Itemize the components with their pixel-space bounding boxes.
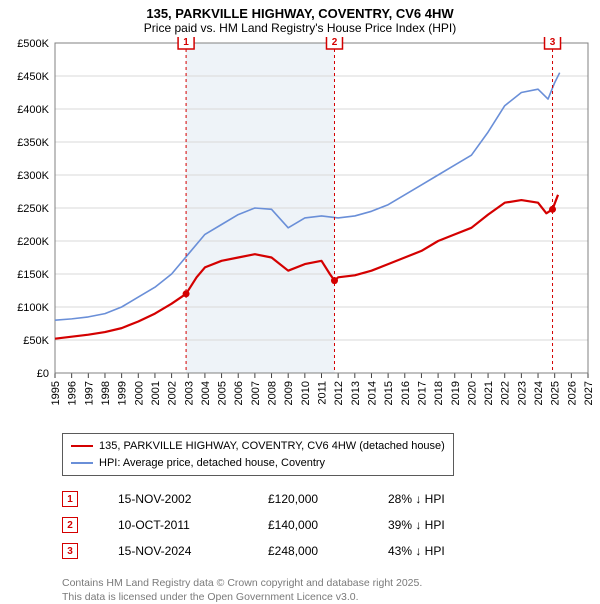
marker-row: 1 15-NOV-2002£120,00028% ↓ HPI — [62, 486, 600, 512]
legend: 135, PARKVILLE HIGHWAY, COVENTRY, CV6 4H… — [62, 433, 454, 476]
chart-svg: £0 £50K £100K £150K £200K £250K £300K £350K £400… — [0, 37, 600, 427]
svg-text:£500K: £500K — [17, 38, 49, 50]
legend-item: 135, PARKVILLE HIGHWAY, COVENTRY, CV6 4H… — [71, 438, 445, 455]
svg-text:2014: 2014 — [366, 381, 378, 405]
svg-text:3: 3 — [550, 37, 556, 48]
svg-text:2017: 2017 — [416, 381, 428, 405]
legend-swatch — [71, 445, 93, 447]
footer-line-2: This data is licensed under the Open Gov… — [62, 590, 600, 604]
marker-table: 1 15-NOV-2002£120,00028% ↓ HPI 2 10-OCT-201… — [62, 486, 600, 564]
legend-label: 135, PARKVILLE HIGHWAY, COVENTRY, CV6 4H… — [99, 438, 445, 455]
svg-text:2010: 2010 — [300, 381, 312, 405]
svg-text:1998: 1998 — [100, 381, 112, 405]
chart-title: 135, PARKVILLE HIGHWAY, COVENTRY, CV6 4H… — [0, 0, 600, 21]
svg-text:£450K: £450K — [17, 71, 49, 83]
svg-text:2011: 2011 — [317, 381, 329, 405]
svg-text:2005: 2005 — [217, 381, 229, 405]
svg-text:2026: 2026 — [566, 381, 578, 405]
marker-date: 15-NOV-2002 — [118, 492, 268, 506]
svg-text:2008: 2008 — [267, 381, 279, 405]
footer-line-1: Contains HM Land Registry data © Crown c… — [62, 576, 600, 590]
marker-badge: 2 — [62, 517, 78, 533]
svg-text:2003: 2003 — [183, 381, 195, 405]
marker-badge: 1 — [62, 491, 78, 507]
legend-swatch — [71, 462, 93, 464]
svg-text:2013: 2013 — [350, 381, 362, 405]
marker-price: £248,000 — [268, 544, 388, 558]
marker-price: £120,000 — [268, 492, 388, 506]
svg-text:2001: 2001 — [150, 381, 162, 405]
svg-text:2027: 2027 — [583, 381, 595, 405]
svg-text:£200K: £200K — [17, 236, 49, 248]
svg-text:2: 2 — [332, 37, 338, 48]
svg-text:2009: 2009 — [283, 381, 295, 405]
svg-text:£350K: £350K — [17, 137, 49, 149]
svg-text:1996: 1996 — [67, 381, 79, 405]
marker-row: 2 10-OCT-2011£140,00039% ↓ HPI — [62, 512, 600, 538]
svg-text:2007: 2007 — [250, 381, 262, 405]
svg-text:£250K: £250K — [17, 203, 49, 215]
svg-text:2020: 2020 — [466, 381, 478, 405]
svg-text:2012: 2012 — [333, 381, 345, 405]
svg-text:1999: 1999 — [117, 381, 129, 405]
svg-text:1997: 1997 — [83, 381, 95, 405]
svg-text:2006: 2006 — [233, 381, 245, 405]
svg-text:2022: 2022 — [500, 381, 512, 405]
svg-text:2024: 2024 — [533, 381, 545, 405]
svg-text:1: 1 — [183, 37, 189, 48]
svg-text:2021: 2021 — [483, 381, 495, 405]
chart-subtitle: Price paid vs. HM Land Registry's House … — [0, 21, 600, 37]
svg-text:2019: 2019 — [450, 381, 462, 405]
svg-text:1995: 1995 — [50, 381, 62, 405]
marker-delta: 39% ↓ HPI — [388, 518, 508, 532]
svg-text:2025: 2025 — [550, 381, 562, 405]
marker-row: 3 15-NOV-2024£248,00043% ↓ HPI — [62, 538, 600, 564]
marker-badge: 3 — [62, 543, 78, 559]
svg-text:2002: 2002 — [167, 381, 179, 405]
svg-text:2000: 2000 — [133, 381, 145, 405]
svg-text:£0: £0 — [37, 368, 49, 380]
marker-delta: 28% ↓ HPI — [388, 492, 508, 506]
legend-label: HPI: Average price, detached house, Cove… — [99, 455, 325, 472]
svg-text:2016: 2016 — [400, 381, 412, 405]
svg-text:2004: 2004 — [200, 381, 212, 405]
marker-delta: 43% ↓ HPI — [388, 544, 508, 558]
marker-price: £140,000 — [268, 518, 388, 532]
svg-text:2018: 2018 — [433, 381, 445, 405]
svg-text:£100K: £100K — [17, 302, 49, 314]
chart-area: £0 £50K £100K £150K £200K £250K £300K £350K £400… — [0, 37, 600, 427]
svg-text:2015: 2015 — [383, 381, 395, 405]
footer-note: Contains HM Land Registry data © Crown c… — [62, 576, 600, 604]
svg-text:2023: 2023 — [516, 381, 528, 405]
marker-date: 15-NOV-2024 — [118, 544, 268, 558]
legend-item: HPI: Average price, detached house, Cove… — [71, 455, 445, 472]
svg-text:£150K: £150K — [17, 269, 49, 281]
marker-date: 10-OCT-2011 — [118, 518, 268, 532]
svg-text:£300K: £300K — [17, 170, 49, 182]
svg-text:£50K: £50K — [23, 335, 49, 347]
svg-text:£400K: £400K — [17, 104, 49, 116]
